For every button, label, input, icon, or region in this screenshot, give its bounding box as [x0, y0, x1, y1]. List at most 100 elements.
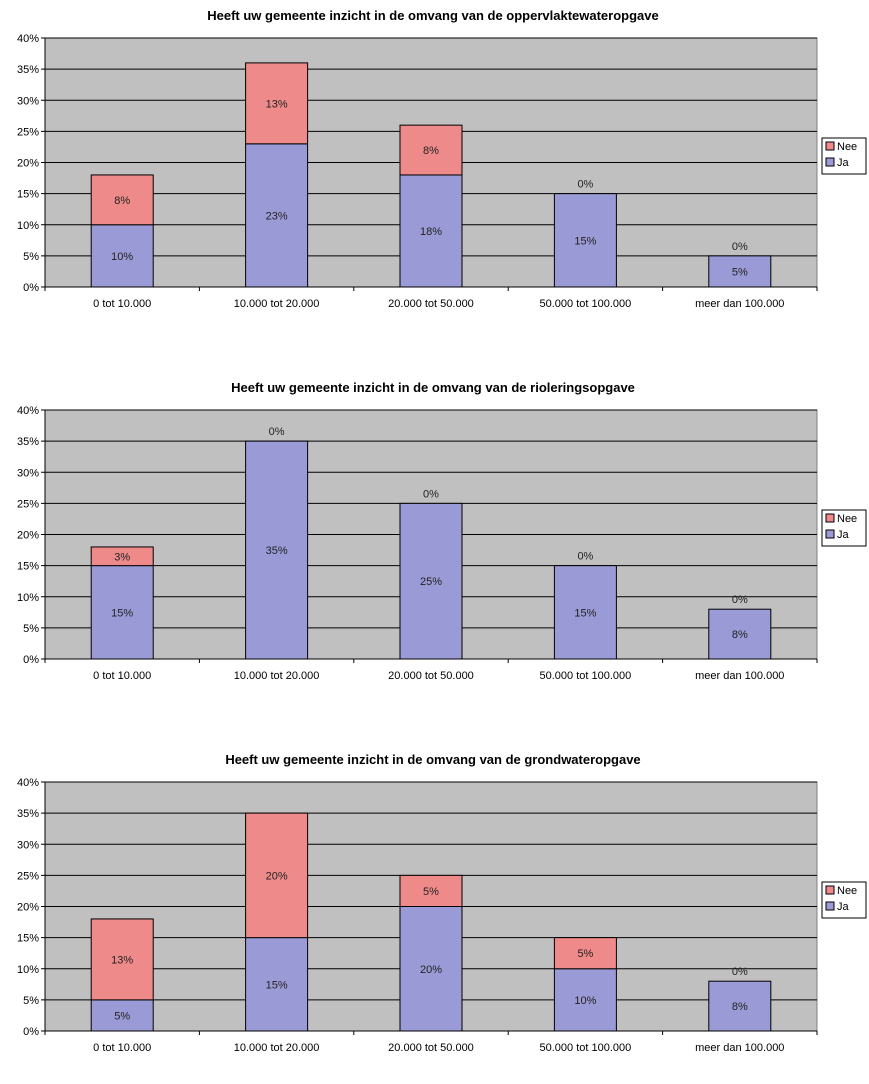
data-label-ja: 15%: [111, 607, 133, 619]
bar-ja: [245, 937, 309, 1032]
bar-ja: [399, 174, 463, 288]
bar-ja: [708, 255, 772, 288]
legend-label-nee: Nee: [837, 141, 857, 153]
data-label-nee: 0%: [577, 551, 593, 563]
data-label-ja: 15%: [574, 235, 596, 247]
x-tick-label: meer dan 100.000: [695, 670, 784, 682]
chart-title: Heeft uw gemeente inzicht in de omvang v…: [207, 8, 659, 23]
x-tick-label: 50.000 tot 100.000: [540, 298, 632, 310]
x-tick-label: 10.000 tot 20.000: [234, 1042, 320, 1054]
data-label-ja: 8%: [732, 1001, 748, 1013]
y-tick-label: 20%: [17, 158, 39, 170]
y-tick-label: 0%: [23, 1026, 39, 1038]
legend: Nee Ja: [821, 137, 867, 175]
legend-label-nee: Nee: [837, 513, 857, 525]
legend-label-ja: Ja: [837, 901, 850, 913]
x-tick-label: 0 tot 10.000: [93, 1042, 151, 1054]
data-label-ja: 25%: [420, 576, 442, 588]
chart-2-svg: Heeft uw gemeente inzicht in de omvang v…: [17, 380, 867, 682]
data-label-nee: 13%: [266, 98, 288, 110]
chart-1-svg: Heeft uw gemeente inzicht in de omvang v…: [17, 8, 867, 310]
x-tick-label: 50.000 tot 100.000: [540, 1042, 632, 1054]
x-tick-label: 0 tot 10.000: [93, 298, 151, 310]
bar-ja: [90, 565, 154, 660]
chart-3-svg: Heeft uw gemeente inzicht in de omvang v…: [17, 752, 867, 1054]
x-tick-label: meer dan 100.000: [695, 298, 784, 310]
x-tick-label: 20.000 tot 50.000: [388, 298, 474, 310]
legend-swatch-ja: [825, 901, 835, 911]
data-label-nee: 0%: [269, 426, 285, 438]
y-tick-label: 15%: [17, 933, 39, 945]
data-label-nee: 8%: [423, 145, 439, 157]
bar-nee: [90, 174, 154, 226]
bar-ja: [90, 224, 154, 288]
data-label-nee: 0%: [732, 966, 748, 978]
data-label-nee: 0%: [577, 179, 593, 191]
y-tick-label: 35%: [17, 808, 39, 820]
y-tick-label: 10%: [17, 220, 39, 232]
legend-swatch-ja: [825, 529, 835, 539]
data-label-nee: 5%: [577, 948, 593, 960]
bar-ja: [399, 502, 463, 660]
data-label-nee: 0%: [732, 241, 748, 253]
data-label-ja: 18%: [420, 226, 442, 238]
data-label-nee: 13%: [111, 954, 133, 966]
data-label-nee: 3%: [114, 551, 130, 563]
bar-ja: [708, 608, 772, 660]
y-tick-label: 25%: [17, 870, 39, 882]
legend-swatch-ja: [825, 157, 835, 167]
x-tick-label: meer dan 100.000: [695, 1042, 784, 1054]
y-tick-label: 25%: [17, 126, 39, 138]
data-label-nee: 0%: [732, 594, 748, 606]
data-label-nee: 20%: [266, 870, 288, 882]
y-tick-label: 25%: [17, 498, 39, 510]
data-label-ja: 23%: [266, 210, 288, 222]
data-label-ja: 15%: [574, 607, 596, 619]
data-label-nee: 8%: [114, 195, 130, 207]
y-tick-label: 5%: [23, 251, 39, 263]
data-label-ja: 5%: [114, 1010, 130, 1022]
chart-1: Heeft uw gemeente inzicht in de omvang v…: [0, 0, 869, 340]
bar-nee: [399, 874, 463, 907]
legend-label-ja: Ja: [837, 157, 850, 169]
bar-ja: [553, 565, 617, 660]
chart-title: Heeft uw gemeente inzicht in de omvang v…: [225, 752, 640, 767]
y-tick-label: 0%: [23, 282, 39, 294]
y-tick-label: 15%: [17, 561, 39, 573]
data-label-ja: 8%: [732, 629, 748, 641]
data-label-ja: 20%: [420, 964, 442, 976]
y-tick-label: 35%: [17, 64, 39, 76]
data-label-ja: 10%: [111, 251, 133, 263]
bar-nee: [399, 124, 463, 176]
y-tick-label: 30%: [17, 839, 39, 851]
bar-ja: [553, 968, 617, 1032]
y-tick-label: 20%: [17, 902, 39, 914]
legend-swatch-nee: [825, 141, 835, 151]
y-tick-label: 40%: [17, 777, 39, 789]
legend-label-nee: Nee: [837, 885, 857, 897]
y-tick-label: 5%: [23, 995, 39, 1007]
y-tick-label: 40%: [17, 405, 39, 417]
legend: Nee Ja: [821, 881, 867, 919]
data-label-ja: 15%: [266, 979, 288, 991]
y-tick-label: 20%: [17, 530, 39, 542]
y-tick-label: 10%: [17, 592, 39, 604]
x-tick-label: 10.000 tot 20.000: [234, 670, 320, 682]
y-tick-label: 30%: [17, 95, 39, 107]
bar-nee: [90, 546, 154, 567]
bar-nee: [553, 937, 617, 970]
chart-title: Heeft uw gemeente inzicht in de omvang v…: [231, 380, 635, 395]
y-tick-label: 35%: [17, 436, 39, 448]
data-label-ja: 5%: [732, 266, 748, 278]
bar-ja: [553, 193, 617, 288]
legend-swatch-nee: [825, 885, 835, 895]
legend-swatch-nee: [825, 513, 835, 523]
bar-ja: [90, 999, 154, 1032]
y-tick-label: 10%: [17, 964, 39, 976]
data-label-ja: 10%: [574, 995, 596, 1007]
x-tick-label: 50.000 tot 100.000: [540, 670, 632, 682]
bar-nee: [245, 62, 309, 145]
bar-nee: [245, 812, 309, 939]
data-label-ja: 35%: [266, 545, 288, 557]
chart-2: Heeft uw gemeente inzicht in de omvang v…: [0, 372, 869, 712]
